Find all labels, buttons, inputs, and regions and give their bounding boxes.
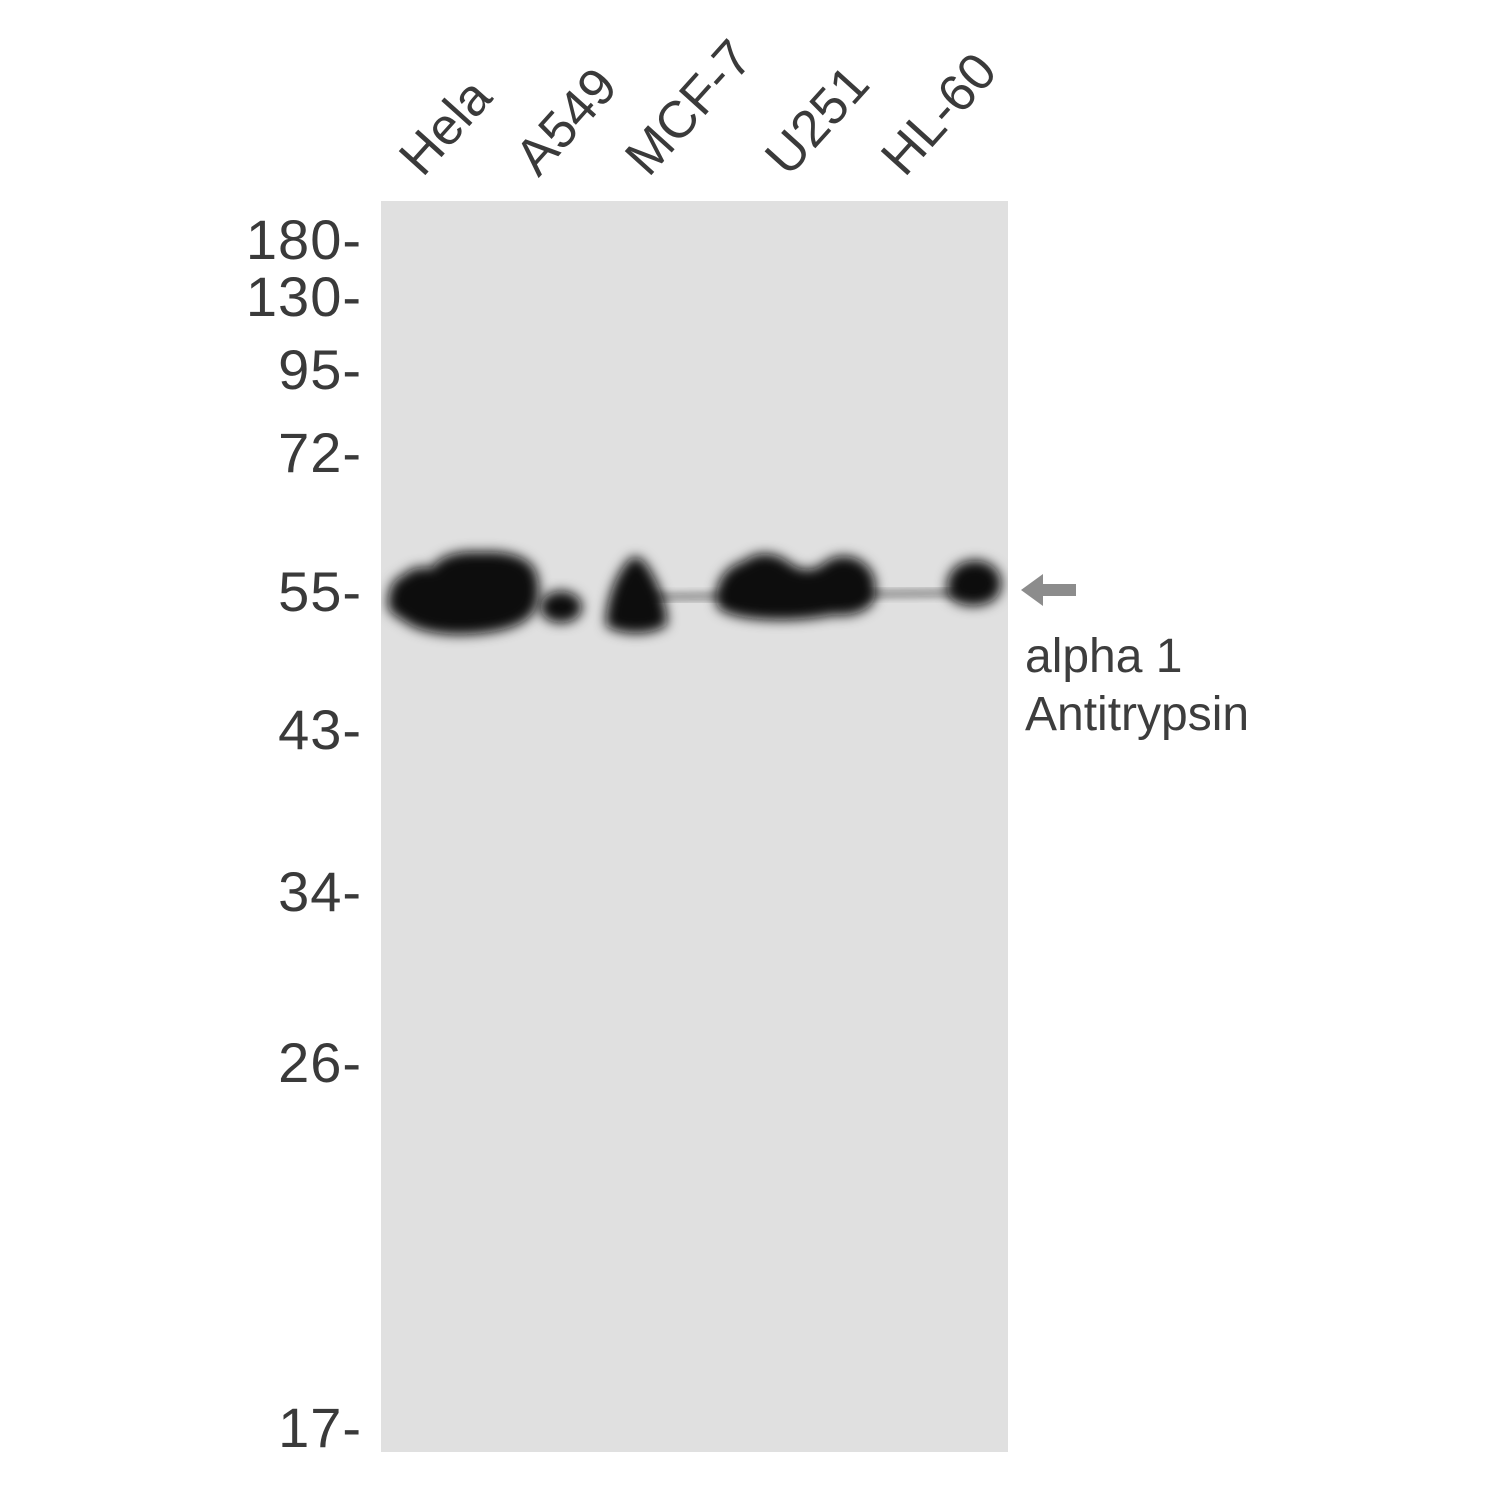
mw-marker-180: 180- (245, 208, 362, 271)
target-protein-line2: Antitrypsin (1025, 688, 1250, 741)
blot-area (381, 201, 1008, 1452)
band-hela (388, 551, 540, 635)
mw-marker-130: 130- (245, 265, 362, 328)
mw-marker-95: 95- (278, 338, 362, 401)
band-mcf7 (605, 556, 668, 634)
mw-marker-17: 17- (278, 1396, 362, 1459)
band-a549 (540, 591, 582, 623)
band-hl60 (946, 560, 1002, 606)
target-protein-line1: alpha 1 (1025, 630, 1183, 683)
target-protein-label: alpha 1 Antitrypsin (1025, 628, 1249, 744)
mw-marker-26: 26- (278, 1031, 362, 1094)
mw-marker-55: 55- (278, 560, 362, 623)
bands-layer (388, 551, 1002, 635)
mw-marker-72: 72- (278, 421, 362, 484)
mw-marker-43: 43- (278, 698, 362, 761)
mw-marker-34: 34- (278, 860, 362, 923)
arrow-left-glyph (1021, 574, 1076, 606)
band-pointer-arrow-icon (1021, 574, 1076, 606)
band-u251 (715, 553, 876, 621)
